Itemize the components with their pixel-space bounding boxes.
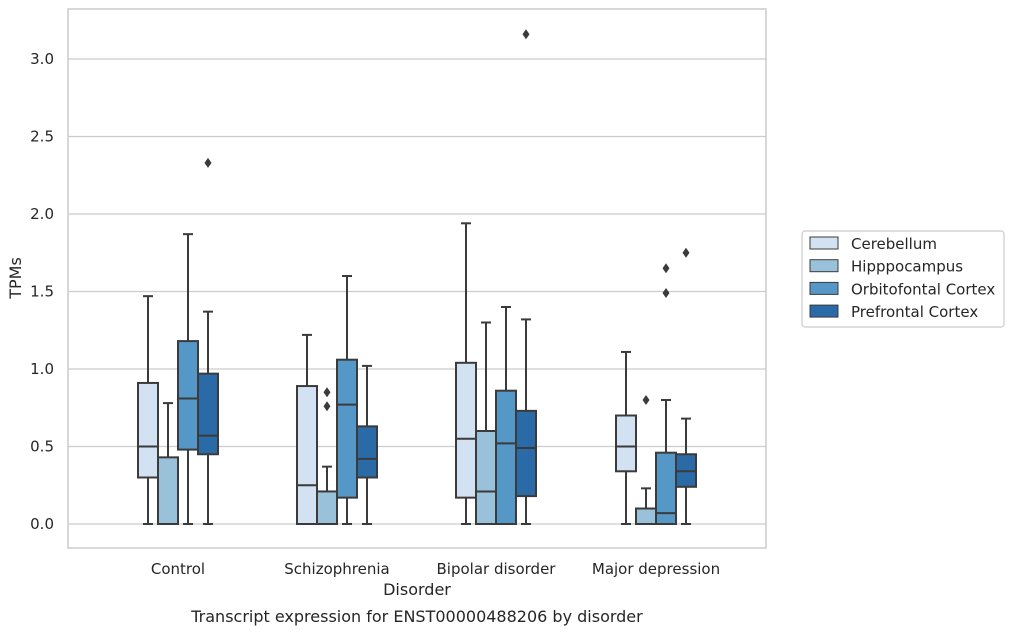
y-tick-label: 2.5 bbox=[30, 128, 54, 146]
box-iqr bbox=[515, 409, 537, 498]
x-tick-label: Major depression bbox=[592, 560, 720, 578]
legend-label: Hipppocampus bbox=[851, 258, 963, 276]
box-prefrontal-cortex bbox=[675, 247, 697, 525]
box-iqr bbox=[137, 381, 159, 479]
legend-label: Prefrontal Cortex bbox=[851, 303, 978, 321]
box-hipppocampus bbox=[316, 387, 338, 526]
legend: Cerebellum Hipppocampus Orbitofontal Corte… bbox=[801, 230, 1005, 328]
box-iqr bbox=[177, 340, 199, 451]
box-iqr bbox=[356, 425, 378, 479]
legend-swatch bbox=[809, 281, 839, 295]
box-iqr bbox=[157, 456, 179, 526]
y-tick-label: 3.0 bbox=[30, 50, 54, 68]
x-tick-label: Control bbox=[151, 560, 205, 578]
box-cerebellum bbox=[615, 350, 637, 525]
x-axis-label: Disorder bbox=[383, 580, 451, 599]
box-iqr bbox=[495, 389, 517, 526]
legend-swatch bbox=[809, 236, 839, 250]
box-hipppocampus bbox=[475, 321, 497, 525]
box-hipppocampus bbox=[157, 402, 179, 526]
y-tick-label: 2.0 bbox=[30, 205, 54, 223]
legend-swatch bbox=[809, 259, 839, 273]
box-orbitofontal-cortex bbox=[336, 275, 358, 525]
y-tick-label: 1.0 bbox=[30, 360, 54, 378]
box-iqr bbox=[316, 490, 338, 526]
legend-frame bbox=[801, 230, 1005, 328]
y-tick-label: 1.5 bbox=[30, 283, 54, 301]
box-prefrontal-cortex bbox=[515, 29, 537, 525]
box-iqr bbox=[615, 414, 637, 473]
box-cerebellum bbox=[455, 222, 477, 525]
x-axis-ticks: Control Schizophrenia Bipolar disorder Majo… bbox=[151, 560, 720, 578]
box-iqr bbox=[296, 385, 318, 525]
box-prefrontal-cortex bbox=[356, 364, 378, 525]
plot-frame bbox=[67, 8, 767, 549]
outlier-point bbox=[662, 288, 670, 299]
box-orbitofontal-cortex bbox=[177, 233, 199, 525]
outlier-point bbox=[323, 387, 331, 398]
box-iqr bbox=[635, 507, 657, 525]
legend-label: Orbitofontal Cortex bbox=[851, 280, 995, 298]
outlier-point bbox=[323, 401, 331, 412]
box-hipppocampus bbox=[635, 395, 657, 525]
outlier-point bbox=[204, 157, 212, 168]
box-cerebellum bbox=[137, 295, 159, 525]
outlier-point bbox=[522, 29, 530, 40]
legend-label: Cerebellum bbox=[851, 235, 937, 253]
outlier-point bbox=[642, 395, 650, 405]
y-axis-label: TPMs bbox=[6, 257, 25, 300]
outlier-point bbox=[682, 247, 690, 258]
outlier-point bbox=[662, 263, 670, 274]
x-tick-label: Bipolar disorder bbox=[437, 560, 557, 578]
y-axis-ticks: 0.0 0.5 1.0 1.5 2.0 2.5 3.0 bbox=[30, 50, 54, 533]
box-iqr bbox=[197, 372, 219, 456]
box-iqr bbox=[655, 451, 677, 526]
box-orbitofontal-cortex bbox=[495, 306, 517, 526]
chart-caption: Transcript expression for ENST0000048820… bbox=[190, 607, 643, 626]
legend-swatch bbox=[809, 304, 839, 318]
box-cerebellum bbox=[296, 333, 318, 525]
box-iqr bbox=[455, 361, 477, 499]
x-tick-label: Schizophrenia bbox=[284, 560, 389, 578]
y-tick-label: 0.0 bbox=[30, 515, 54, 533]
box-orbitofontal-cortex bbox=[655, 263, 677, 526]
box-iqr bbox=[475, 430, 497, 525]
box-iqr bbox=[336, 358, 358, 499]
box-prefrontal-cortex bbox=[197, 157, 219, 525]
y-tick-label: 0.5 bbox=[30, 438, 54, 456]
box-series bbox=[137, 29, 697, 526]
